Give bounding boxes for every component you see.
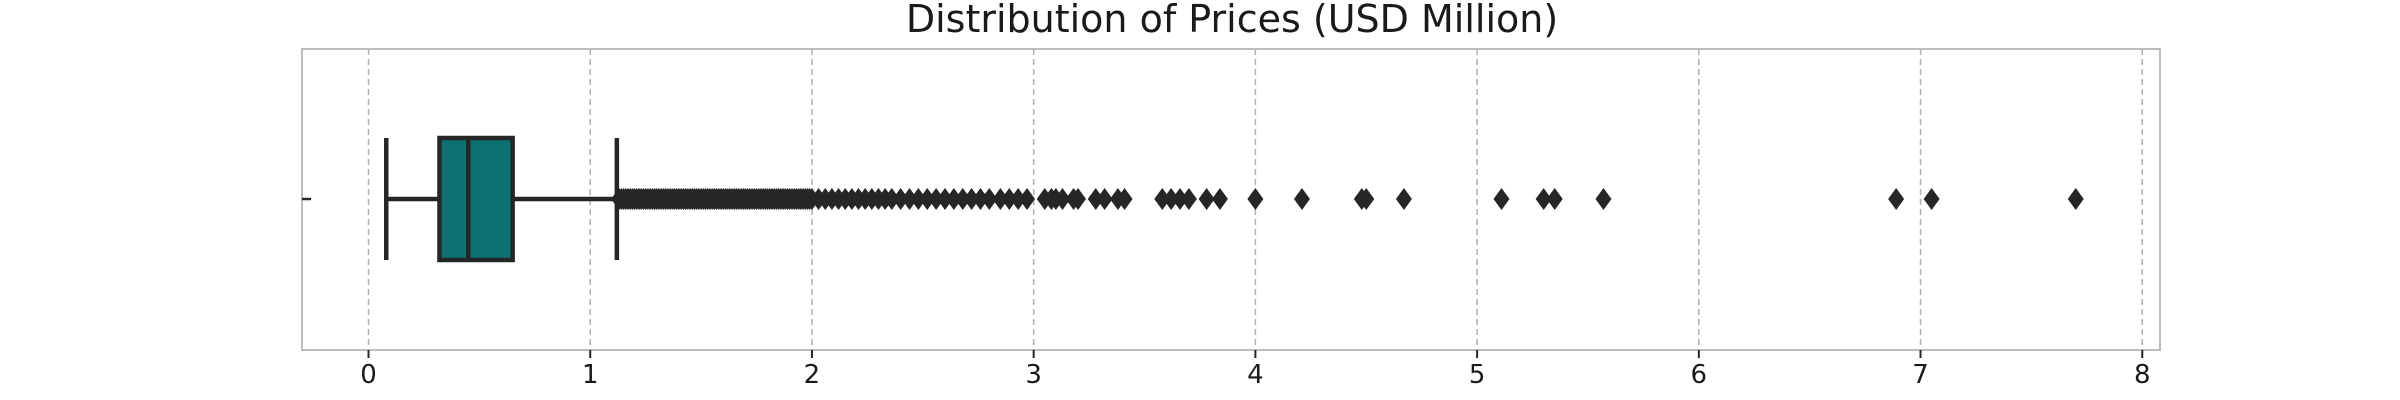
outlier-point [901, 188, 918, 210]
outlier-point [883, 188, 900, 210]
outlier-point [936, 188, 953, 210]
outlier-point [1211, 188, 1228, 210]
outlier-point [1096, 188, 1113, 210]
outlier-point [2067, 188, 2084, 210]
outlier-point [892, 188, 909, 210]
x-tick-label: 0 [360, 360, 377, 390]
outlier-point [1010, 188, 1027, 210]
outlier-point [954, 188, 971, 210]
outlier-point [1247, 188, 1264, 210]
outlier-point [1358, 188, 1375, 210]
outlier-point [1923, 188, 1940, 210]
outlier-point [945, 188, 962, 210]
chart-title: Distribution of Prices (USD Million) [906, 0, 1558, 41]
x-tick-label: 7 [1912, 360, 1929, 390]
outlier-point [992, 188, 1009, 210]
x-tick-label: 6 [1691, 360, 1708, 390]
x-tick-label: 5 [1469, 360, 1486, 390]
outlier-point [1493, 188, 1510, 210]
outlier-group [611, 188, 2084, 210]
outlier-point [963, 188, 980, 210]
outlier-point [1116, 188, 1133, 210]
outlier-point [928, 188, 945, 210]
outlier-point [1888, 188, 1905, 210]
outlier-point [1163, 188, 1180, 210]
outlier-point [1001, 188, 1018, 210]
outlier-point [1198, 188, 1215, 210]
x-tick-label: 3 [1025, 360, 1042, 390]
outlier-point [1180, 188, 1197, 210]
x-tick-label: 4 [1247, 360, 1264, 390]
outlier-point [919, 188, 936, 210]
outlier-point [981, 188, 998, 210]
outlier-point [1019, 188, 1036, 210]
outlier-point [1154, 188, 1171, 210]
x-tick-label: 8 [2134, 360, 2151, 390]
outlier-point [1087, 188, 1104, 210]
outlier-point [972, 188, 989, 210]
iqr-box [437, 135, 515, 263]
outlier-point [1546, 188, 1563, 210]
x-tick-label: 1 [582, 360, 599, 390]
outlier-point [1172, 188, 1189, 210]
outlier-point [1070, 188, 1087, 210]
outlier-point [1293, 188, 1310, 210]
outlier-point [1535, 188, 1552, 210]
x-axis-ticks: 0 1 2 3 4 5 6 7 8 [360, 350, 2151, 390]
outlier-point [1395, 188, 1412, 210]
x-tick-label: 2 [804, 360, 821, 390]
outlier-point [910, 188, 927, 210]
outlier-point [1054, 188, 1071, 210]
box-group [384, 135, 620, 263]
outlier-point [1595, 188, 1612, 210]
